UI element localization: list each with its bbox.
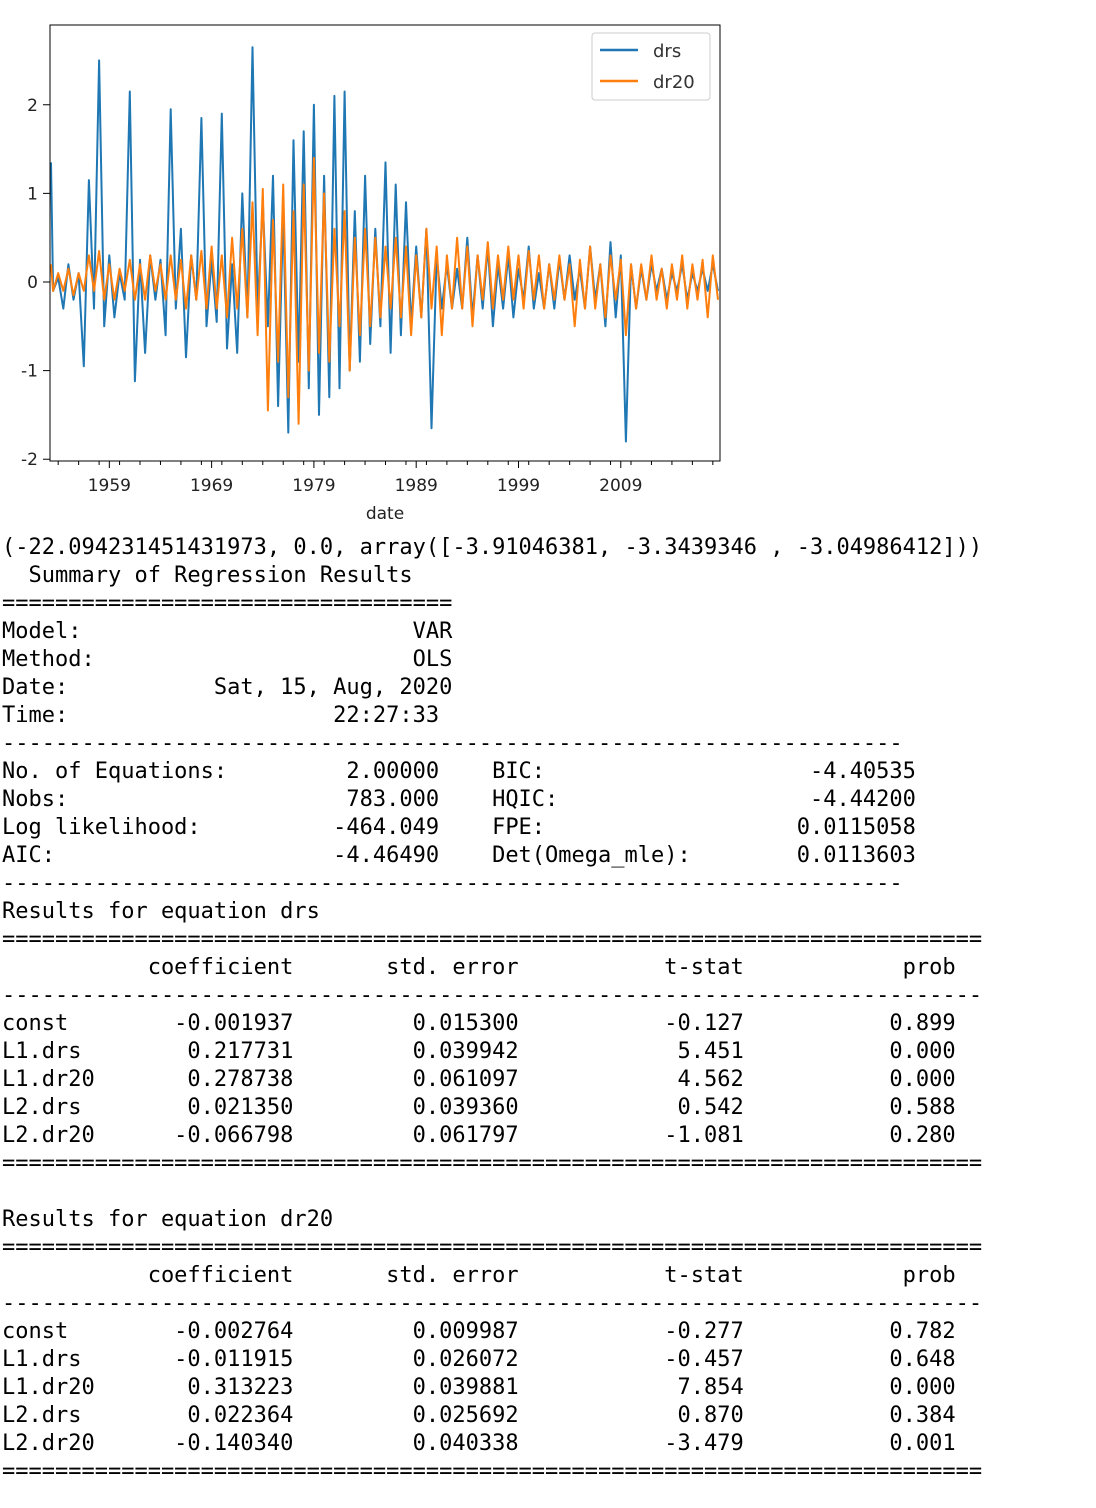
y-tick-label-1: 1 <box>27 184 38 204</box>
console-line: const -0.001937 0.015300 -0.127 0.899 <box>2 1011 956 1036</box>
console-line: Summary of Regression Results <box>2 563 453 588</box>
console-line: Results for equation drs <box>2 899 320 924</box>
console-line: ----------------------------------------… <box>2 871 903 896</box>
series-line-dr20 <box>50 156 719 425</box>
console-line: L2.drs 0.021350 0.039360 0.542 0.588 <box>2 1095 956 1120</box>
console-line: L2.drs 0.022364 0.025692 0.870 0.384 <box>2 1403 956 1428</box>
console-line: Log likelihood: -464.049 FPE: 0.0115058 <box>2 815 916 840</box>
x-tick-label-1979: 1979 <box>292 476 335 496</box>
x-axis-ticks: 1959 1969 1979 1989 1999 2009 <box>57 461 714 496</box>
console-line: const -0.002764 0.009987 -0.277 0.782 <box>2 1319 956 1344</box>
x-tick-label-2009: 2009 <box>599 476 642 496</box>
console-line: Model: VAR <box>2 619 453 644</box>
console-line: L1.drs -0.011915 0.026072 -0.457 0.648 <box>2 1347 956 1372</box>
y-tick-label--2: -2 <box>21 450 38 470</box>
console-line: (-22.094231451431973, 0.0, array([-3.910… <box>2 535 983 560</box>
console-line: ========================================… <box>2 927 983 952</box>
x-tick-label-1969: 1969 <box>190 476 233 496</box>
console-line: L1.dr20 0.313223 0.039881 7.854 0.000 <box>2 1375 956 1400</box>
legend-label-drs: drs <box>653 41 681 62</box>
legend: drs dr20 <box>591 32 711 101</box>
plot-frame <box>49 24 721 462</box>
console-line: ================================== <box>2 591 453 616</box>
console-line: ========================================… <box>2 1151 983 1176</box>
x-axis-label: date <box>366 504 404 524</box>
console-line: ----------------------------------------… <box>2 731 903 756</box>
console-line: L1.dr20 0.278738 0.061097 4.562 0.000 <box>2 1067 956 1092</box>
console-line: coefficient std. error t-stat prob <box>2 1263 956 1288</box>
console-line: ----------------------------------------… <box>2 983 983 1008</box>
console-line: AIC: -4.46490 Det(Omega_mle): 0.0113603 <box>2 843 916 868</box>
console-line: Results for equation dr20 <box>2 1207 334 1232</box>
time-series-chart: 1959 1969 1979 1989 1999 2009 -2 -1 0 1 2 date dr… <box>21 24 721 524</box>
y-tick-label--1: -1 <box>21 362 38 382</box>
console-line: Nobs: 783.000 HQIC: -4.44200 <box>2 787 916 812</box>
console-line: ========================================… <box>2 1235 983 1260</box>
console-line: ----------------------------------------… <box>2 1291 983 1316</box>
x-tick-label-1959: 1959 <box>88 476 131 496</box>
console-line: Time: 22:27:33 <box>2 703 440 728</box>
x-tick-label-1999: 1999 <box>497 476 540 496</box>
series-layer <box>50 46 719 443</box>
console-line: coefficient std. error t-stat prob <box>2 955 956 980</box>
console-line: L1.drs 0.217731 0.039942 5.451 0.000 <box>2 1039 956 1064</box>
y-tick-label-0: 0 <box>27 273 38 293</box>
y-axis-ticks: -2 -1 0 1 2 <box>21 96 50 470</box>
console-line: No. of Equations: 2.00000 BIC: -4.40535 <box>2 759 916 784</box>
x-tick-label-1989: 1989 <box>395 476 438 496</box>
console-line: L2.dr20 -0.140340 0.040338 -3.479 0.001 <box>2 1431 956 1456</box>
legend-label-dr20: dr20 <box>653 72 695 93</box>
console-line: Date: Sat, 15, Aug, 2020 <box>2 675 453 700</box>
y-tick-label-2: 2 <box>27 96 38 116</box>
console-line: ========================================… <box>2 1459 983 1484</box>
console-line: L2.dr20 -0.066798 0.061797 -1.081 0.280 <box>2 1123 956 1148</box>
console-line: Method: OLS <box>2 647 453 672</box>
console-output: (-22.094231451431973, 0.0, array([-3.910… <box>2 534 982 1486</box>
